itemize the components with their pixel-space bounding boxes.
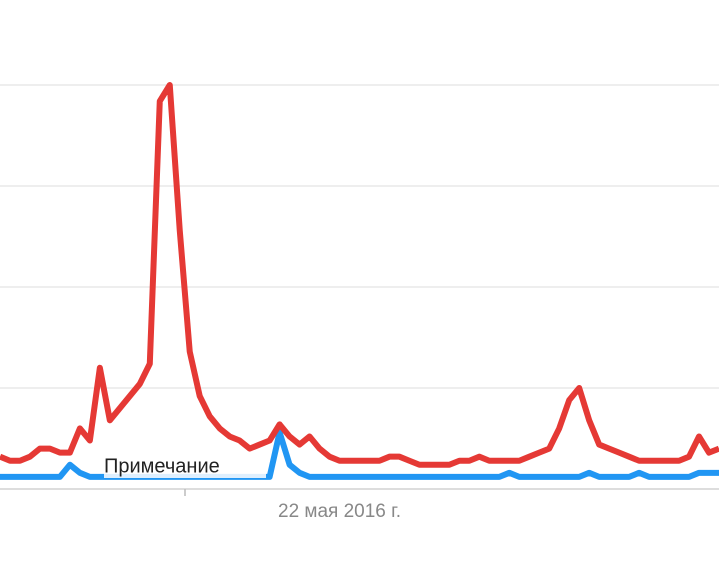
series-line xyxy=(0,82,719,468)
x-tick-label: 22 мая 2016 г. xyxy=(278,501,401,522)
annotation-background xyxy=(104,454,266,478)
annotation: Примечание xyxy=(104,455,220,477)
